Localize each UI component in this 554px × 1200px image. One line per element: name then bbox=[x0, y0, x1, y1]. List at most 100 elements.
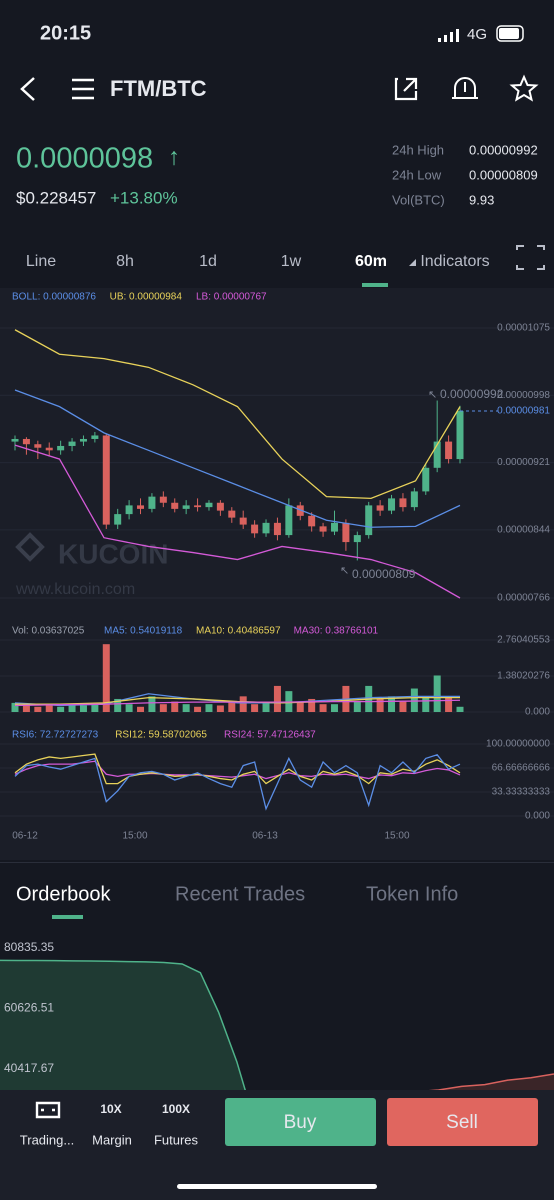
y-tick-label: 0.00000998 bbox=[497, 390, 550, 401]
volume-bar bbox=[137, 706, 145, 712]
section-tab[interactable]: Recent Trades bbox=[175, 883, 305, 905]
volume-bar bbox=[296, 701, 304, 712]
fullscreen-icon[interactable] bbox=[516, 245, 545, 270]
rsi-line bbox=[14, 754, 461, 811]
interval-tab[interactable]: 1d bbox=[199, 253, 217, 270]
section-tab[interactable]: Orderbook bbox=[16, 883, 111, 905]
low-annotation: 0.00000809 bbox=[352, 567, 416, 581]
share-icon[interactable] bbox=[394, 77, 418, 101]
trading-icon[interactable] bbox=[35, 1101, 61, 1119]
y-tick-label: 100.00000000 bbox=[486, 739, 550, 750]
y-tick-label: 2.76040553 bbox=[497, 635, 550, 646]
nav-icon[interactable]: 10X bbox=[100, 1102, 121, 1116]
stat-value: 0.00000992 bbox=[469, 142, 538, 157]
volume-bar bbox=[148, 696, 156, 712]
y-tick-label: 0.000 bbox=[525, 707, 550, 718]
volume-bar bbox=[308, 698, 316, 712]
volume-bar bbox=[239, 696, 247, 712]
volume-bar bbox=[57, 706, 65, 712]
favorite-icon[interactable] bbox=[509, 74, 539, 102]
high-annotation: 0.00000992 bbox=[440, 387, 504, 401]
volume-bar bbox=[79, 705, 87, 712]
bottom-tab-indicator bbox=[52, 915, 83, 919]
y-tick-label: 66.66666666 bbox=[492, 763, 551, 774]
volume-bar bbox=[182, 704, 190, 712]
high-marker: ↖ bbox=[428, 389, 437, 401]
depth-tick-label: 60626.51 bbox=[4, 1001, 54, 1015]
boll-line bbox=[14, 444, 461, 599]
nav-icon[interactable]: 100X bbox=[162, 1102, 190, 1116]
candle-body bbox=[376, 505, 384, 511]
candle-body bbox=[433, 441, 441, 468]
price: 0.0000098 bbox=[16, 143, 153, 175]
buy-label[interactable]: Buy bbox=[284, 1112, 317, 1133]
y-tick-label: 0.00001075 bbox=[497, 323, 550, 334]
candle-body bbox=[216, 502, 224, 511]
volume-bar bbox=[445, 696, 453, 712]
interval-tab[interactable]: 1w bbox=[281, 253, 302, 270]
y-tick-label: 0.000 bbox=[525, 811, 550, 822]
stat-label: Vol(BTC) bbox=[392, 192, 445, 207]
volume-bar bbox=[114, 698, 122, 712]
volume-bar bbox=[262, 701, 270, 712]
volume-bar bbox=[422, 696, 430, 712]
back-button[interactable] bbox=[20, 77, 35, 101]
nav-item[interactable]: Futures bbox=[154, 1132, 199, 1147]
interval-tab[interactable]: 8h bbox=[116, 253, 134, 270]
chart-bg bbox=[0, 288, 554, 860]
battery-level bbox=[499, 28, 519, 39]
candle-body bbox=[262, 522, 270, 534]
low-marker: ↖ bbox=[340, 565, 349, 577]
candle-body bbox=[45, 447, 53, 451]
x-tick-label: 06-12 bbox=[12, 831, 38, 842]
candle-body bbox=[194, 505, 202, 508]
candle-body bbox=[410, 491, 418, 508]
menu-icon[interactable] bbox=[72, 78, 94, 100]
candle-body bbox=[22, 438, 30, 445]
y-tick-label: 1.38020276 bbox=[497, 671, 550, 682]
stat-value: 0.00000809 bbox=[469, 167, 538, 182]
clock: 20:15 bbox=[40, 22, 91, 44]
nav-item[interactable]: Trading... bbox=[20, 1132, 74, 1147]
candle-body bbox=[456, 411, 464, 460]
candle-body bbox=[353, 535, 361, 543]
indicator-legend: LB: 0.00000767 bbox=[196, 292, 267, 303]
indicators-caret bbox=[409, 259, 416, 266]
sell-label[interactable]: Sell bbox=[446, 1112, 478, 1133]
candle-body bbox=[239, 517, 247, 525]
interval-tab[interactable]: Line bbox=[26, 253, 56, 270]
battery bbox=[496, 25, 524, 42]
indicator-legend: RSI12: 59.58702065 bbox=[115, 730, 207, 741]
alert-icon[interactable] bbox=[452, 77, 478, 99]
candle-body bbox=[11, 438, 19, 442]
nav-item[interactable]: Margin bbox=[92, 1132, 132, 1147]
volume-bar bbox=[319, 704, 327, 712]
volume-bar bbox=[353, 701, 361, 712]
depth-line bbox=[0, 959, 256, 1124]
indicator-legend: BOLL: 0.00000876 bbox=[12, 292, 96, 303]
sell-button[interactable] bbox=[387, 1098, 538, 1146]
section-tab[interactable]: Token Info bbox=[366, 883, 458, 905]
candle-body bbox=[148, 496, 156, 509]
volume-bar bbox=[216, 705, 224, 712]
candle-body bbox=[159, 496, 167, 503]
indicator-legend: MA10: 0.40486597 bbox=[196, 626, 281, 637]
interval-tab[interactable]: 60m bbox=[355, 253, 387, 270]
interval-tab[interactable]: Indicators bbox=[420, 253, 489, 270]
boll-line bbox=[14, 389, 461, 528]
volume-bar bbox=[11, 702, 19, 712]
buy-button[interactable] bbox=[225, 1098, 376, 1146]
tab-indicator bbox=[362, 283, 388, 287]
signal bbox=[438, 29, 459, 42]
depth-tick-label: 80835.35 bbox=[4, 940, 54, 954]
volume-bar bbox=[91, 704, 99, 712]
candle-body bbox=[114, 514, 122, 525]
depth-tick-label: 40417.67 bbox=[4, 1061, 54, 1075]
indicator-legend: MA30: 0.38766101 bbox=[294, 626, 379, 637]
volume-bar bbox=[68, 704, 76, 712]
volume-bar bbox=[388, 696, 396, 712]
candle-body bbox=[399, 498, 407, 508]
candle-body bbox=[91, 435, 99, 439]
pair[interactable]: FTM/BTC bbox=[110, 76, 207, 101]
